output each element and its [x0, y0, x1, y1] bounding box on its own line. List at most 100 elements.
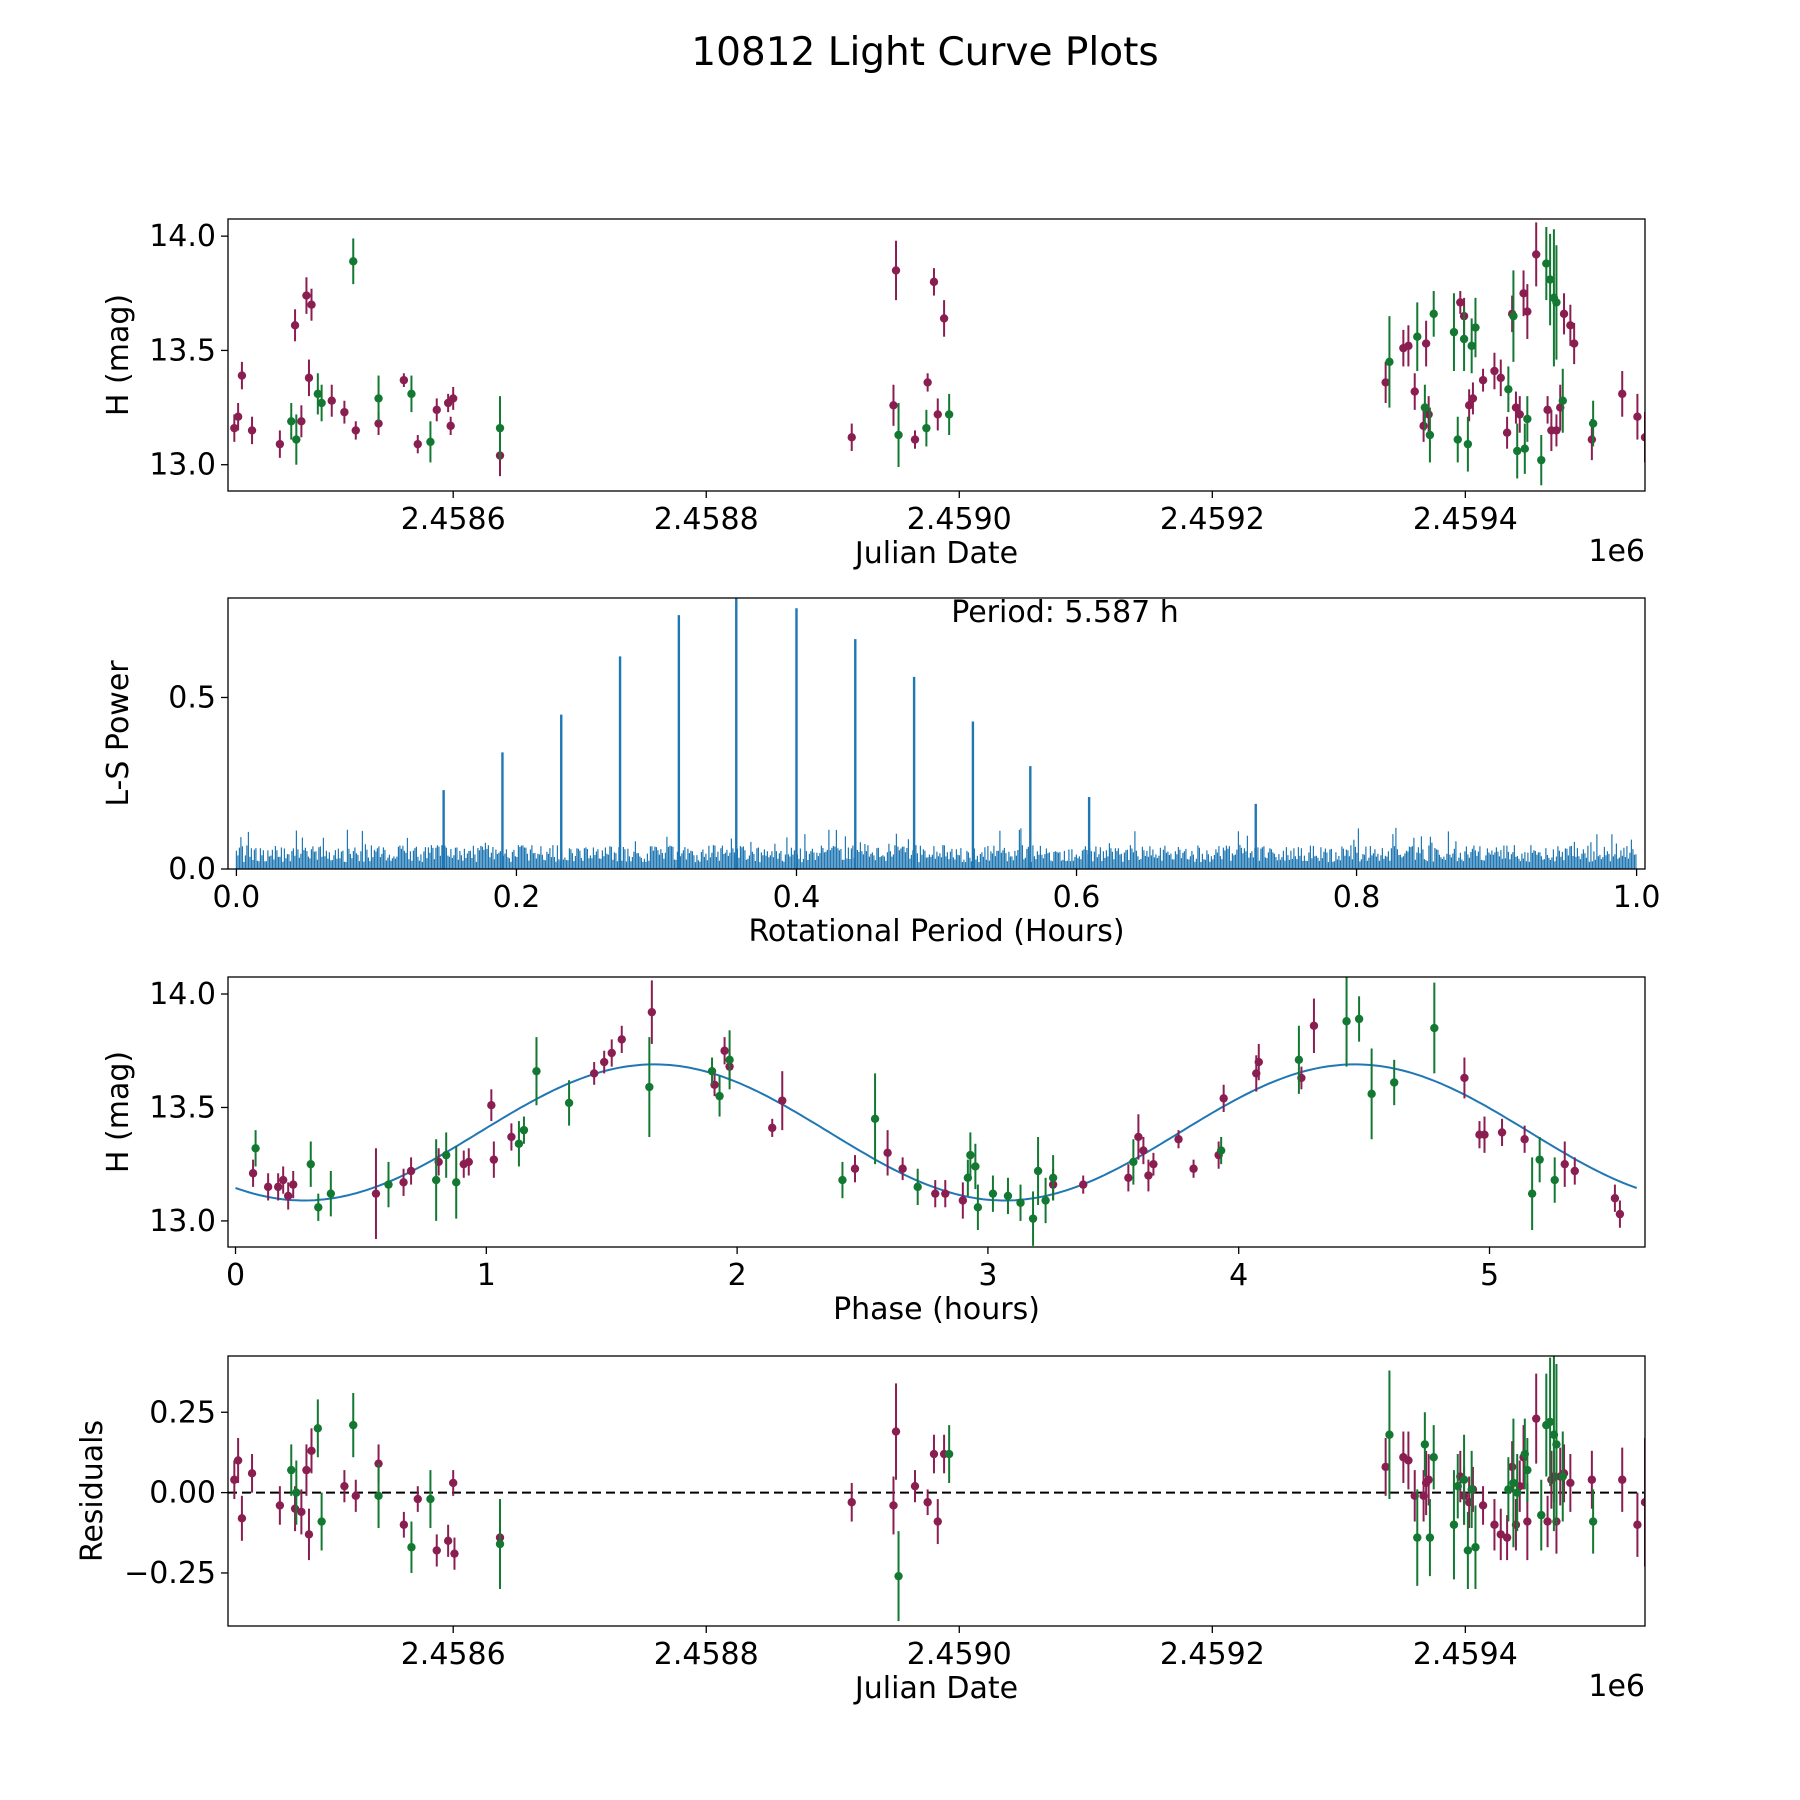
x-tick-label: 2.4590 — [907, 502, 1012, 537]
y-axis-label: L-S Power — [101, 660, 136, 807]
data-point — [237, 1514, 247, 1523]
data-point — [1216, 1146, 1226, 1155]
data-point — [1124, 1173, 1133, 1182]
x-tick-label: 2.4588 — [654, 502, 759, 537]
data-point — [374, 419, 383, 428]
green-band-series — [287, 1356, 1598, 1622]
data-point — [1513, 1488, 1522, 1497]
data-point — [399, 1178, 408, 1187]
data-point — [1294, 1055, 1304, 1065]
data-point — [1610, 1194, 1620, 1203]
green-band-series — [287, 227, 1598, 486]
data-point — [1520, 1135, 1529, 1144]
data-point — [313, 1424, 323, 1433]
data-point — [1464, 401, 1474, 410]
data-point — [507, 1132, 516, 1142]
data-point — [287, 1465, 296, 1475]
data-point — [1618, 389, 1627, 399]
data-point — [1189, 1164, 1198, 1173]
data-point — [1496, 1530, 1505, 1539]
x-tick-label: 3 — [978, 1258, 997, 1293]
data-point — [306, 1159, 315, 1169]
data-point — [351, 426, 360, 435]
data-point — [1558, 1472, 1567, 1481]
data-point — [1527, 1189, 1537, 1198]
data-point — [450, 1549, 459, 1558]
data-point — [1531, 250, 1541, 259]
data-point — [275, 1501, 285, 1510]
data-point — [988, 1189, 998, 1198]
x-tick-label: 2.4594 — [1413, 502, 1518, 537]
data-point — [1149, 1159, 1158, 1169]
data-point — [720, 1046, 729, 1055]
data-point — [1615, 1209, 1625, 1219]
data-point — [923, 1498, 932, 1507]
data-point — [495, 423, 505, 433]
data-point — [317, 1517, 326, 1526]
data-point — [1048, 1173, 1058, 1182]
data-point — [297, 417, 306, 426]
data-point — [1367, 1089, 1376, 1099]
x-tick-label: 2.4590 — [907, 1637, 1012, 1672]
data-point — [725, 1055, 734, 1065]
data-point — [1509, 311, 1518, 321]
data-point — [1515, 410, 1524, 419]
data-point — [1588, 419, 1598, 428]
x-axis-label: Phase (hours) — [833, 1292, 1040, 1327]
data-point — [1502, 428, 1512, 437]
data-point — [910, 435, 920, 444]
data-point — [407, 389, 416, 399]
data-point — [564, 1098, 574, 1108]
data-point — [275, 439, 285, 449]
y-axis-label: H (mag) — [101, 294, 136, 416]
data-point — [327, 396, 336, 405]
plot-area — [230, 222, 1645, 486]
data-point — [1543, 1517, 1552, 1526]
data-point — [647, 1007, 657, 1017]
data-point — [302, 291, 311, 300]
x-tick-label: 2.4594 — [1413, 1637, 1518, 1672]
data-point — [1640, 1498, 1645, 1507]
data-point — [1424, 1475, 1433, 1484]
data-point — [1385, 357, 1394, 367]
data-point — [317, 398, 326, 408]
data-point — [1471, 323, 1480, 332]
data-point — [1523, 1465, 1532, 1475]
data-point — [973, 1203, 983, 1212]
data-point — [399, 375, 409, 385]
data-point — [1219, 1094, 1228, 1103]
data-point — [1404, 1456, 1413, 1465]
data-point — [449, 394, 458, 403]
data-point — [1028, 1214, 1038, 1223]
plot-area — [235, 977, 1638, 1246]
data-point — [939, 314, 949, 323]
data-point — [1342, 1017, 1351, 1026]
data-point — [1449, 327, 1459, 337]
data-point — [1587, 435, 1597, 444]
y-tick-label: 14.0 — [149, 977, 216, 1012]
data-point — [1511, 403, 1521, 412]
data-point — [1559, 309, 1569, 319]
data-point — [617, 1035, 626, 1044]
data-point — [1413, 332, 1422, 341]
x-tick-label: 0.6 — [1053, 880, 1101, 915]
x-tick-label: 4 — [1229, 1258, 1248, 1293]
data-point — [233, 1456, 243, 1465]
x-axis-label: Julian Date — [853, 536, 1018, 571]
y-tick-label: 0.25 — [149, 1395, 216, 1430]
data-point — [1560, 1159, 1569, 1169]
data-point — [1430, 1023, 1439, 1033]
data-point — [1552, 426, 1561, 435]
data-point — [406, 1166, 416, 1176]
data-point — [1144, 1171, 1153, 1180]
data-point — [1460, 1073, 1469, 1083]
y-tick-label: 14.0 — [149, 219, 216, 254]
data-point — [273, 1182, 283, 1192]
data-point — [1519, 289, 1528, 298]
data-point — [432, 405, 441, 415]
data-point — [1139, 1146, 1148, 1155]
periodogram-noise-line — [235, 827, 1637, 869]
data-point — [290, 321, 300, 330]
data-point — [1421, 339, 1431, 348]
data-point — [1468, 394, 1478, 403]
